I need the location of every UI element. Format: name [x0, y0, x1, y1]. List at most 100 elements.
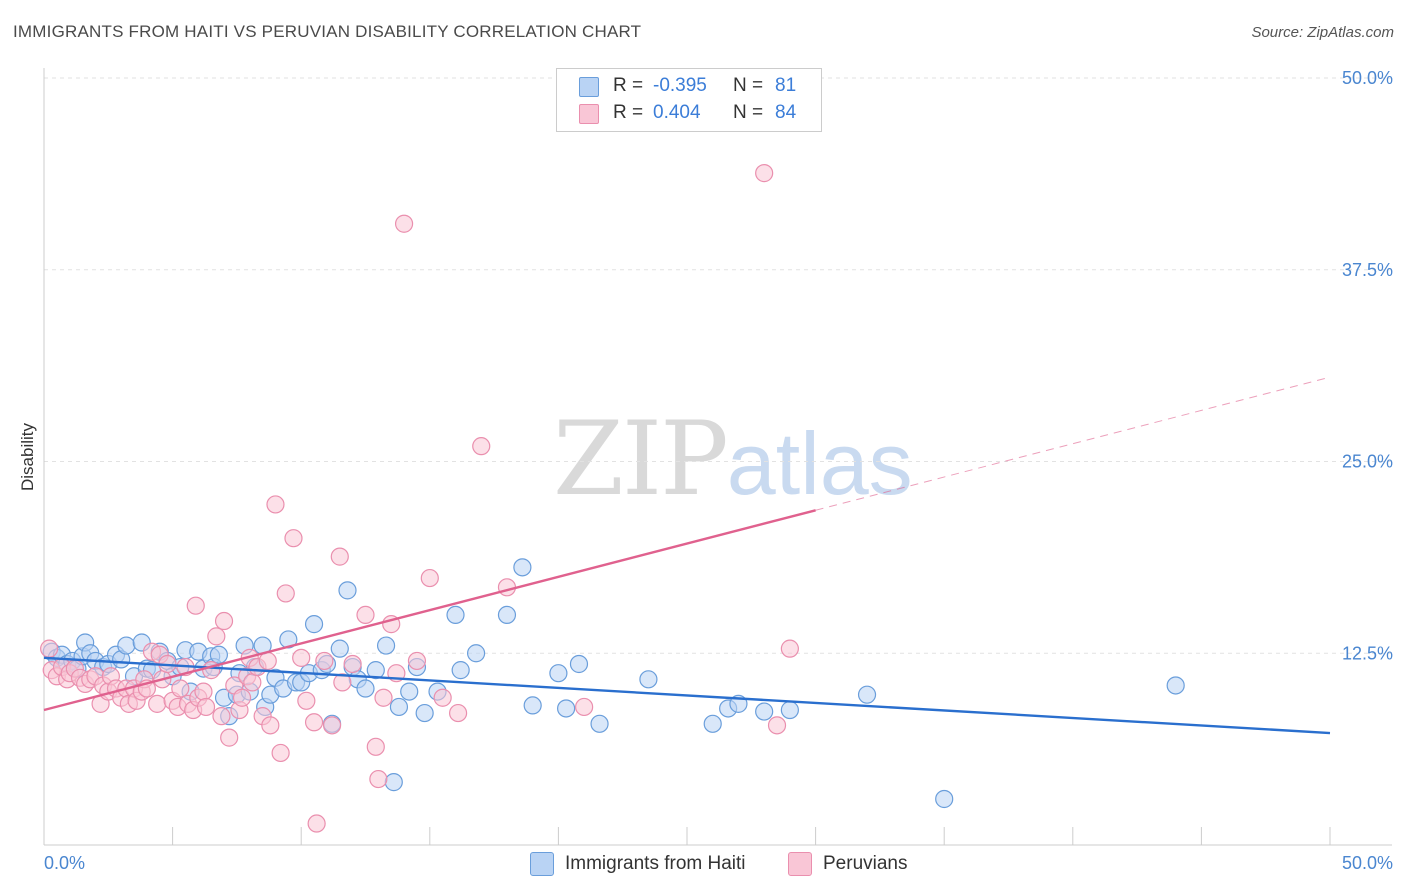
x-tick-label-0: 0.0%: [44, 853, 85, 873]
peru-swatch: [579, 104, 599, 124]
peru-point-25: [148, 694, 167, 713]
haiti-point-14: [117, 636, 136, 655]
watermark: ZIPatlas: [553, 400, 913, 519]
peru-point-38: [196, 697, 216, 717]
peru-point-62: [315, 651, 334, 671]
haiti-point-69: [549, 664, 568, 683]
haiti-n-label: N =: [733, 75, 764, 96]
peru-point-59: [297, 691, 316, 710]
peru-point-49: [243, 673, 262, 692]
legend-peru-swatch: [788, 852, 812, 876]
haiti-r-value: -0.395: [653, 75, 707, 96]
peru-point-31: [171, 679, 190, 698]
peru-point-70: [374, 688, 393, 707]
peru-point-82: [767, 716, 787, 735]
haiti-point-66: [497, 605, 517, 625]
chart-title: IMMIGRANTS FROM HAITI VS PERUVIAN DISABI…: [13, 22, 642, 41]
peru-point-57: [284, 529, 303, 548]
x-tick-label-1: 50.0%: [1342, 853, 1393, 873]
y-tick-label-3: 50.0%: [1342, 68, 1393, 88]
peru-point-41: [212, 707, 231, 726]
haiti-point-55: [366, 661, 385, 680]
haiti-point-57: [384, 773, 403, 792]
haiti-point-54: [356, 679, 375, 698]
peru-point-58: [292, 648, 311, 667]
source-credit: Source: ZipAtlas.com: [1251, 24, 1394, 41]
haiti-r-label: R =: [613, 75, 644, 96]
peru-point-43: [220, 728, 239, 747]
peru-r-value: 0.404: [653, 102, 701, 123]
legend-haiti-label: Immigrants from Haiti: [565, 853, 746, 874]
peru-point-64: [330, 547, 349, 566]
haiti-point-58: [389, 697, 409, 717]
peru-point-56: [276, 584, 295, 603]
y-tick-label-1: 25.0%: [1342, 452, 1393, 472]
peru-point-79: [497, 578, 517, 597]
legend-haiti-swatch: [530, 852, 554, 876]
peru-point-37: [194, 682, 213, 701]
haiti-swatch: [579, 77, 599, 97]
haiti-point-67: [513, 558, 532, 577]
peru-point-0: [40, 639, 59, 658]
haiti-point-72: [590, 714, 609, 733]
haiti-point-63: [446, 605, 465, 625]
peru-r-label: R =: [613, 102, 644, 123]
peru-point-78: [472, 437, 491, 456]
stats-legend: R = -0.395 N = 81 R = 0.404 N = 84: [556, 68, 822, 132]
watermark-zip: ZIP: [553, 400, 729, 519]
peru-point-60: [304, 713, 324, 732]
haiti-point-51: [338, 581, 357, 600]
haiti-point-56: [376, 636, 396, 655]
peru-point-55: [271, 743, 290, 763]
peru-n-value: 84: [775, 102, 797, 123]
haiti-n-value: 81: [775, 75, 797, 96]
peru-point-66: [343, 654, 362, 674]
legend-item-haiti: Immigrants from Haiti: [530, 852, 746, 876]
haiti-point-59: [400, 682, 419, 701]
legend-item-peru: Peruvians: [788, 852, 908, 876]
haiti-point-61: [415, 703, 434, 723]
watermark-atlas: atlas: [726, 414, 913, 513]
haiti-point-65: [466, 644, 486, 663]
peru-point-54: [266, 495, 285, 514]
peru-trend-line: [43, 509, 816, 712]
legend-peru-label: Peruvians: [823, 853, 908, 874]
haiti-trend-line: [43, 656, 1331, 735]
peru-point-76: [433, 688, 452, 707]
haiti-point-29: [209, 645, 228, 664]
peru-n-label: N =: [733, 102, 764, 123]
peru-point-53: [261, 716, 280, 735]
y-tick-label-2: 37.5%: [1342, 260, 1393, 280]
haiti-point-79: [857, 685, 877, 704]
peru-point-75: [420, 568, 439, 588]
peru-point-80: [575, 697, 594, 717]
haiti-point-50: [330, 639, 349, 658]
haiti-point-64: [451, 661, 470, 680]
peru-point-74: [407, 651, 427, 671]
haiti-point-74: [703, 714, 722, 733]
peru-point-35: [186, 596, 205, 615]
haiti-point-46: [304, 615, 324, 634]
peru-trend-extension: [815, 376, 1331, 511]
peru-point-65: [333, 673, 352, 692]
haiti-point-73: [639, 670, 658, 689]
haiti-point-71: [569, 654, 589, 674]
peru-point-40: [207, 627, 226, 646]
peru-point-69: [369, 769, 388, 789]
haiti-point-81: [1166, 676, 1185, 695]
peru-point-68: [366, 737, 385, 756]
peru-point-63: [322, 716, 342, 735]
peru-point-61: [307, 814, 326, 833]
haiti-point-78: [780, 700, 799, 720]
peru-point-42: [214, 611, 234, 631]
y-axis-label: Disability: [18, 422, 37, 491]
peru-point-67: [356, 605, 375, 625]
peru-point-77: [448, 703, 468, 723]
haiti-point-70: [557, 699, 576, 718]
haiti-point-80: [935, 789, 954, 809]
peru-point-81: [755, 164, 774, 183]
y-tick-label-0: 12.5%: [1342, 643, 1393, 663]
haiti-point-68: [523, 696, 542, 715]
haiti-point-77: [755, 702, 774, 721]
